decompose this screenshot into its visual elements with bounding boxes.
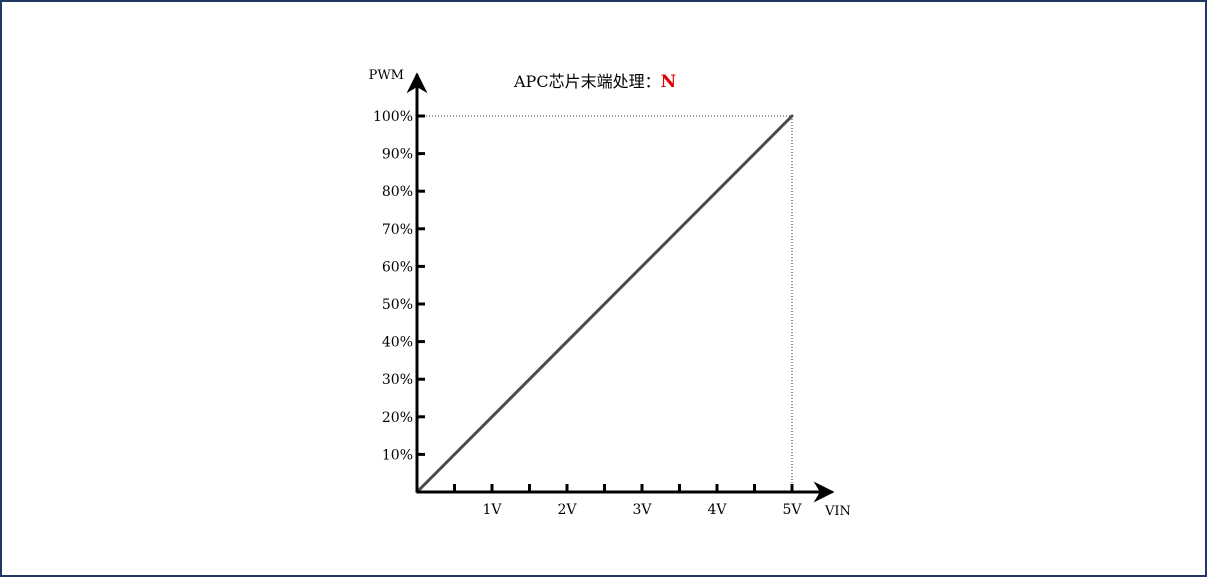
- reference-lines: [417, 115, 793, 492]
- y-tick-group: 10% 20% 30% 40% 50% 60% 70% 80% 90% 100%: [373, 109, 425, 463]
- x-tick-label: 5V: [782, 502, 802, 518]
- y-tick-label: 80%: [382, 184, 413, 200]
- x-axis-label: VIN: [824, 504, 851, 519]
- y-tick-label: 50%: [382, 297, 413, 313]
- chart-title-flag: N: [661, 72, 677, 92]
- y-axis-label: PWM: [369, 68, 404, 83]
- y-tick-label: 40%: [382, 335, 413, 351]
- series-layer: [415, 114, 794, 494]
- chart-title-text: APC芯片末端处理：: [513, 72, 661, 91]
- chart-title: APC芯片末端处理：N: [513, 72, 676, 92]
- y-tick-label: 90%: [382, 147, 413, 163]
- y-tick-label: 30%: [382, 372, 413, 388]
- x-tick-label: 1V: [482, 502, 502, 518]
- y-tick-label: 10%: [382, 447, 413, 463]
- x-tick-label: 3V: [632, 502, 652, 518]
- x-tick-label: 2V: [557, 502, 577, 518]
- x-tick-label: 4V: [707, 502, 727, 518]
- y-tick-label: 20%: [382, 410, 413, 426]
- series-line: [415, 114, 794, 494]
- y-tick-label: 70%: [382, 222, 413, 238]
- y-tick-label: 60%: [382, 259, 413, 275]
- y-tick-label: 100%: [373, 109, 413, 125]
- x-tick-group: 1V 2V 3V 4V 5V: [453, 484, 802, 518]
